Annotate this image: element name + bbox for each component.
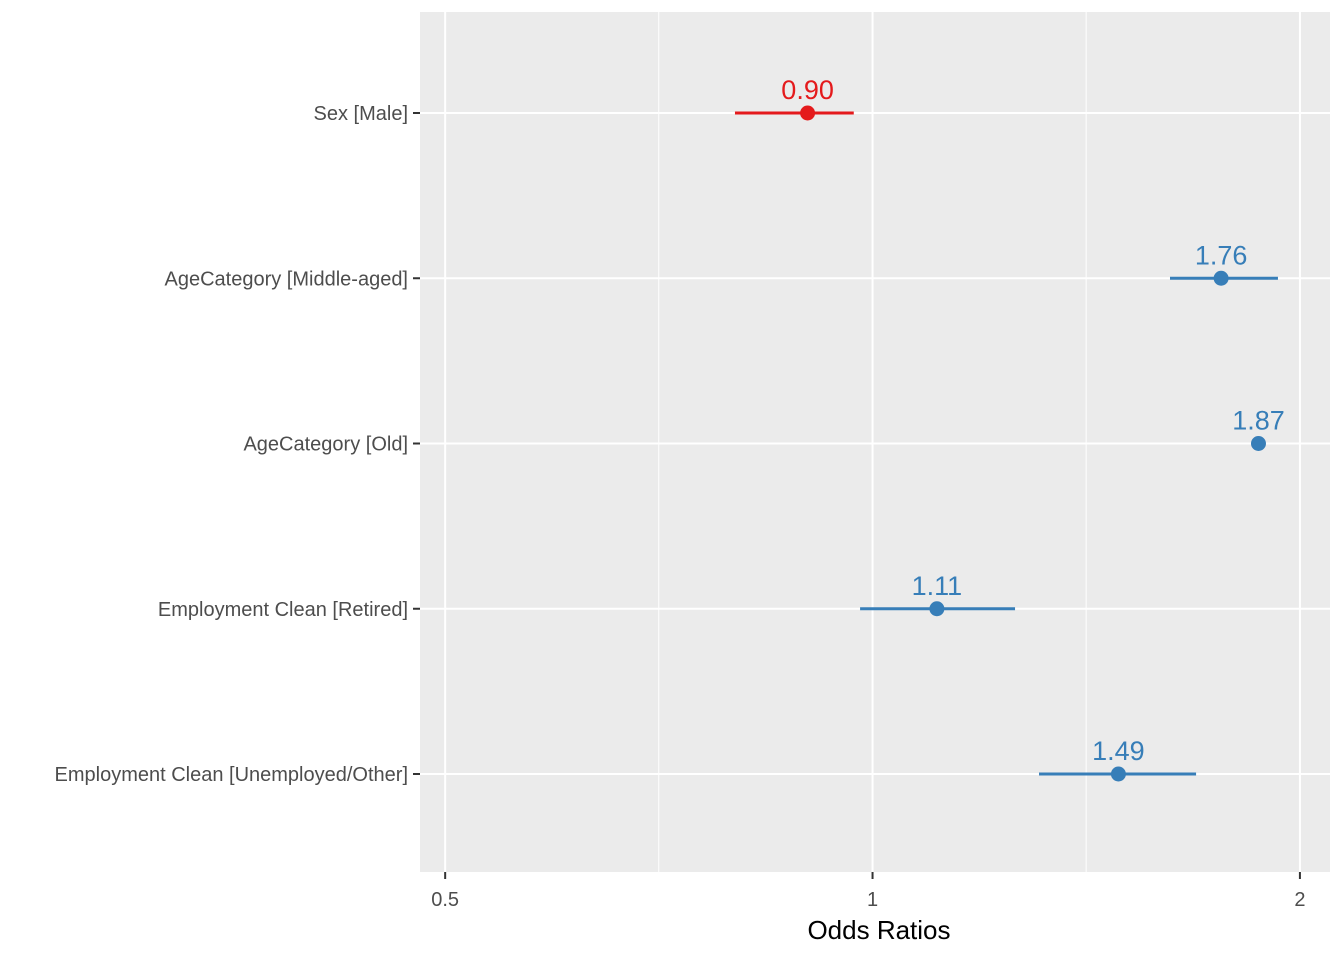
y-tick-label: AgeCategory [Middle-aged]: [165, 268, 408, 290]
estimate-label: 1.49: [1092, 736, 1145, 766]
plot-panel: [420, 12, 1330, 872]
estimate-label: 1.87: [1232, 406, 1285, 436]
estimate-label: 0.90: [781, 75, 834, 105]
y-tick-label: Employment Clean [Retired]: [158, 599, 408, 621]
estimate-label: 1.76: [1195, 240, 1248, 270]
x-tick-label: 1: [867, 889, 878, 911]
y-tick-label: Employment Clean [Unemployed/Other]: [55, 764, 409, 786]
estimate-label: 1.11: [912, 571, 963, 601]
axes: 0.5 1 2 Sex [Male] AgeCategory [Middle-aged]…: [55, 103, 1306, 911]
data-marks: 0.90 1.76 1.87 1.11 1.49: [734, 75, 1285, 782]
estimate-point: [1250, 436, 1266, 451]
estimate-point: [1110, 766, 1126, 782]
x-tick-label: 2: [1294, 889, 1305, 911]
y-tick-label: AgeCategory [Old]: [243, 434, 408, 456]
estimate-point: [929, 601, 945, 617]
estimate-point: [1213, 270, 1229, 286]
y-tick-label: Sex [Male]: [314, 103, 408, 125]
estimate-point: [800, 105, 816, 121]
x-axis-title: Odds Ratios: [807, 915, 950, 945]
x-tick-label: 0.5: [431, 889, 459, 911]
